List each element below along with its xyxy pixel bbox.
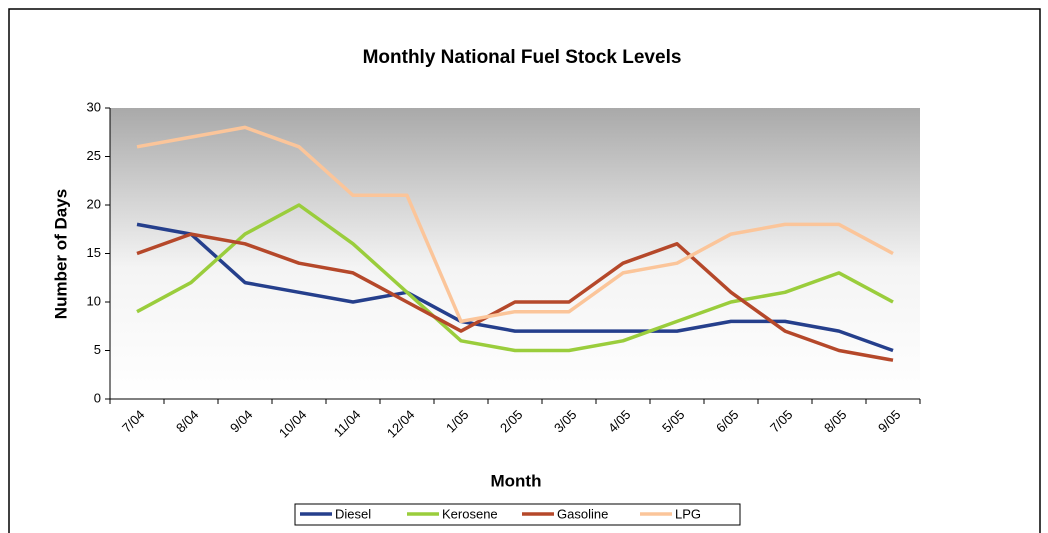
x-tick-label: 10/04 (276, 407, 310, 441)
x-tick-label: 2/05 (497, 407, 526, 436)
series-line (136, 232, 894, 362)
y-tick-label: 30 (87, 99, 101, 114)
x-tick-label: 6/05 (713, 407, 742, 436)
frame (8, 8, 1041, 533)
series-line (136, 125, 894, 324)
legend-label: Diesel (335, 506, 371, 521)
legend-label: Kerosene (442, 506, 498, 521)
legend-label: Gasoline (557, 506, 608, 521)
x-tick-label: 4/05 (605, 407, 634, 436)
x-tick-label: 3/05 (551, 407, 580, 436)
x-tick-label: 9/05 (875, 407, 904, 436)
x-tick-label: 7/04 (119, 407, 148, 436)
series-line (136, 222, 894, 353)
y-tick-label: 15 (87, 245, 101, 260)
x-axis-title: Month (491, 471, 542, 490)
y-tick-label: 0 (94, 390, 101, 405)
legend-label: LPG (675, 506, 701, 521)
x-tick-label: 8/05 (821, 407, 850, 436)
y-axis-title: Number of Days (51, 189, 70, 319)
x-tick-label: 7/05 (767, 407, 796, 436)
y-tick-label: 20 (87, 196, 101, 211)
y-tick-label: 10 (87, 293, 101, 308)
y-tick-label: 25 (87, 148, 101, 163)
x-tick-label: 8/04 (173, 407, 202, 436)
x-tick-label: 11/04 (331, 407, 364, 440)
series-line (136, 203, 894, 353)
chart-title: Monthly National Fuel Stock Levels (363, 47, 682, 68)
x-tick-label: 9/04 (227, 407, 256, 436)
x-tick-label: 12/04 (384, 407, 418, 441)
y-tick-label: 5 (94, 342, 101, 357)
legend (294, 503, 741, 526)
plot-area (110, 108, 920, 399)
x-tick-label: 1/05 (443, 407, 472, 436)
x-tick-label: 5/05 (659, 407, 688, 436)
